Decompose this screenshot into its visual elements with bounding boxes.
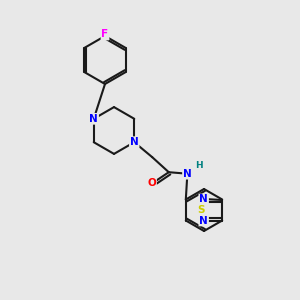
Text: N: N [199, 215, 208, 226]
Text: O: O [147, 178, 156, 188]
Text: F: F [101, 29, 109, 40]
Text: H: H [195, 161, 202, 170]
Text: N: N [183, 169, 192, 179]
Text: N: N [199, 194, 208, 205]
Text: S: S [198, 205, 205, 215]
Text: N: N [130, 137, 139, 147]
Text: N: N [89, 114, 98, 124]
